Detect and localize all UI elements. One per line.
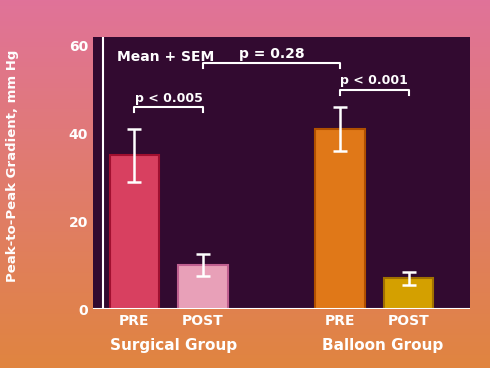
Text: p = 0.28: p = 0.28 bbox=[239, 47, 304, 61]
Text: p < 0.005: p < 0.005 bbox=[135, 92, 202, 105]
Text: Peak-to-Peak Gradient, mm Hg: Peak-to-Peak Gradient, mm Hg bbox=[6, 49, 19, 282]
Bar bbox=[178, 265, 227, 309]
Text: p < 0.001: p < 0.001 bbox=[341, 74, 408, 87]
Bar bbox=[384, 278, 433, 309]
Text: Mean + SEM: Mean + SEM bbox=[117, 50, 214, 64]
Text: Balloon Group: Balloon Group bbox=[321, 338, 443, 353]
Text: Surgical Group: Surgical Group bbox=[110, 338, 238, 353]
Bar bbox=[110, 155, 159, 309]
Bar bbox=[316, 129, 365, 309]
